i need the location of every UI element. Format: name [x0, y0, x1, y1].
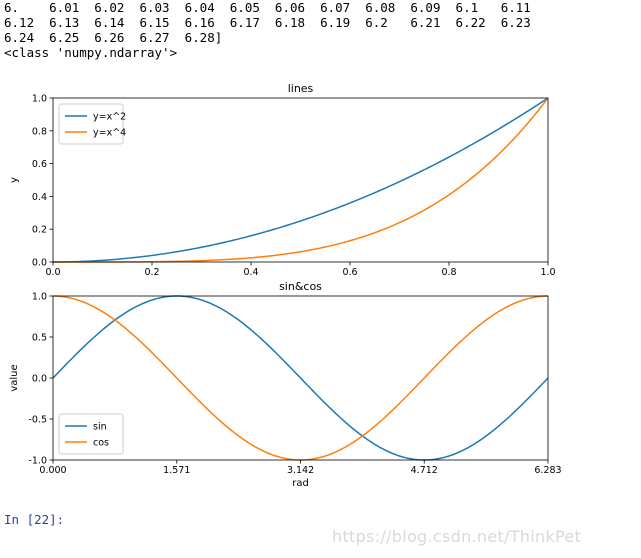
output-line: 6.12 6.13 6.14 6.15 6.16 6.17 6.18 6.19 … [4, 15, 531, 30]
output-line: 6. 6.01 6.02 6.03 6.04 6.05 6.06 6.07 6.… [4, 0, 531, 15]
y-tick-label: 0.6 [32, 159, 47, 170]
y-tick-label: 0.2 [32, 225, 47, 236]
chart-title: lines [288, 82, 314, 95]
watermark: https://blog.csdn.net/ThinkPet [332, 527, 582, 546]
y-tick-label: -0.5 [28, 415, 47, 426]
y-tick-label: 0.5 [32, 333, 47, 344]
legend-box [58, 413, 124, 455]
x-axis-label: rad [292, 478, 309, 489]
y-axis-label: value [9, 364, 20, 391]
legend-label: y=x^4 [93, 128, 126, 139]
series-line-sin [52, 295, 549, 461]
y-tick-label: 1.0 [32, 292, 47, 303]
y-tick-label: -1.0 [28, 456, 47, 467]
chart-title: sin&cos [279, 280, 322, 293]
x-tick-label: 0.6 [342, 267, 357, 278]
axes-frame [52, 97, 549, 263]
cell-output: 6. 6.01 6.02 6.03 6.04 6.05 6.06 6.07 6.… [4, 0, 531, 60]
x-tick-label: 0.000 [39, 465, 66, 476]
y-tick-label: 0.0 [32, 374, 47, 385]
y-tick-label: 0.0 [32, 258, 47, 269]
legend-label: cos [93, 438, 109, 449]
y-tick-label: 0.8 [32, 126, 47, 137]
y-axis-label: y [9, 177, 20, 183]
x-tick-label: 0.8 [441, 267, 456, 278]
x-tick-label: 0.2 [144, 267, 159, 278]
legend-label: sin [93, 422, 107, 433]
matplotlib-figure: 0.0 0.2 0.4 0.6 0.8 1.0 0.0 0.2 0.4 0.6 0.8 1.0 line… [9, 82, 562, 489]
x-tick-label: 0.0 [45, 267, 60, 278]
output-type-line: <class 'numpy.ndarray'> [4, 45, 178, 60]
series-line-y-x-4 [53, 97, 549, 263]
x-tick-label: 1.0 [540, 267, 555, 278]
legend-box [58, 103, 124, 145]
series-line-y-x-2 [53, 97, 549, 263]
y-tick-label: 1.0 [32, 94, 47, 105]
x-tick-label: 4.712 [411, 465, 438, 476]
x-tick-label: 3.142 [287, 465, 314, 476]
output-line: 6.24 6.25 6.26 6.27 6.28] [4, 30, 223, 45]
y-tick-label: 0.4 [32, 192, 47, 203]
x-tick-label: 6.283 [534, 465, 561, 476]
x-tick-label: 0.4 [243, 267, 258, 278]
x-tick-label: 1.571 [163, 465, 190, 476]
legend-label: y=x^2 [93, 112, 126, 123]
input-prompt[interactable]: In [22]: [4, 512, 65, 527]
